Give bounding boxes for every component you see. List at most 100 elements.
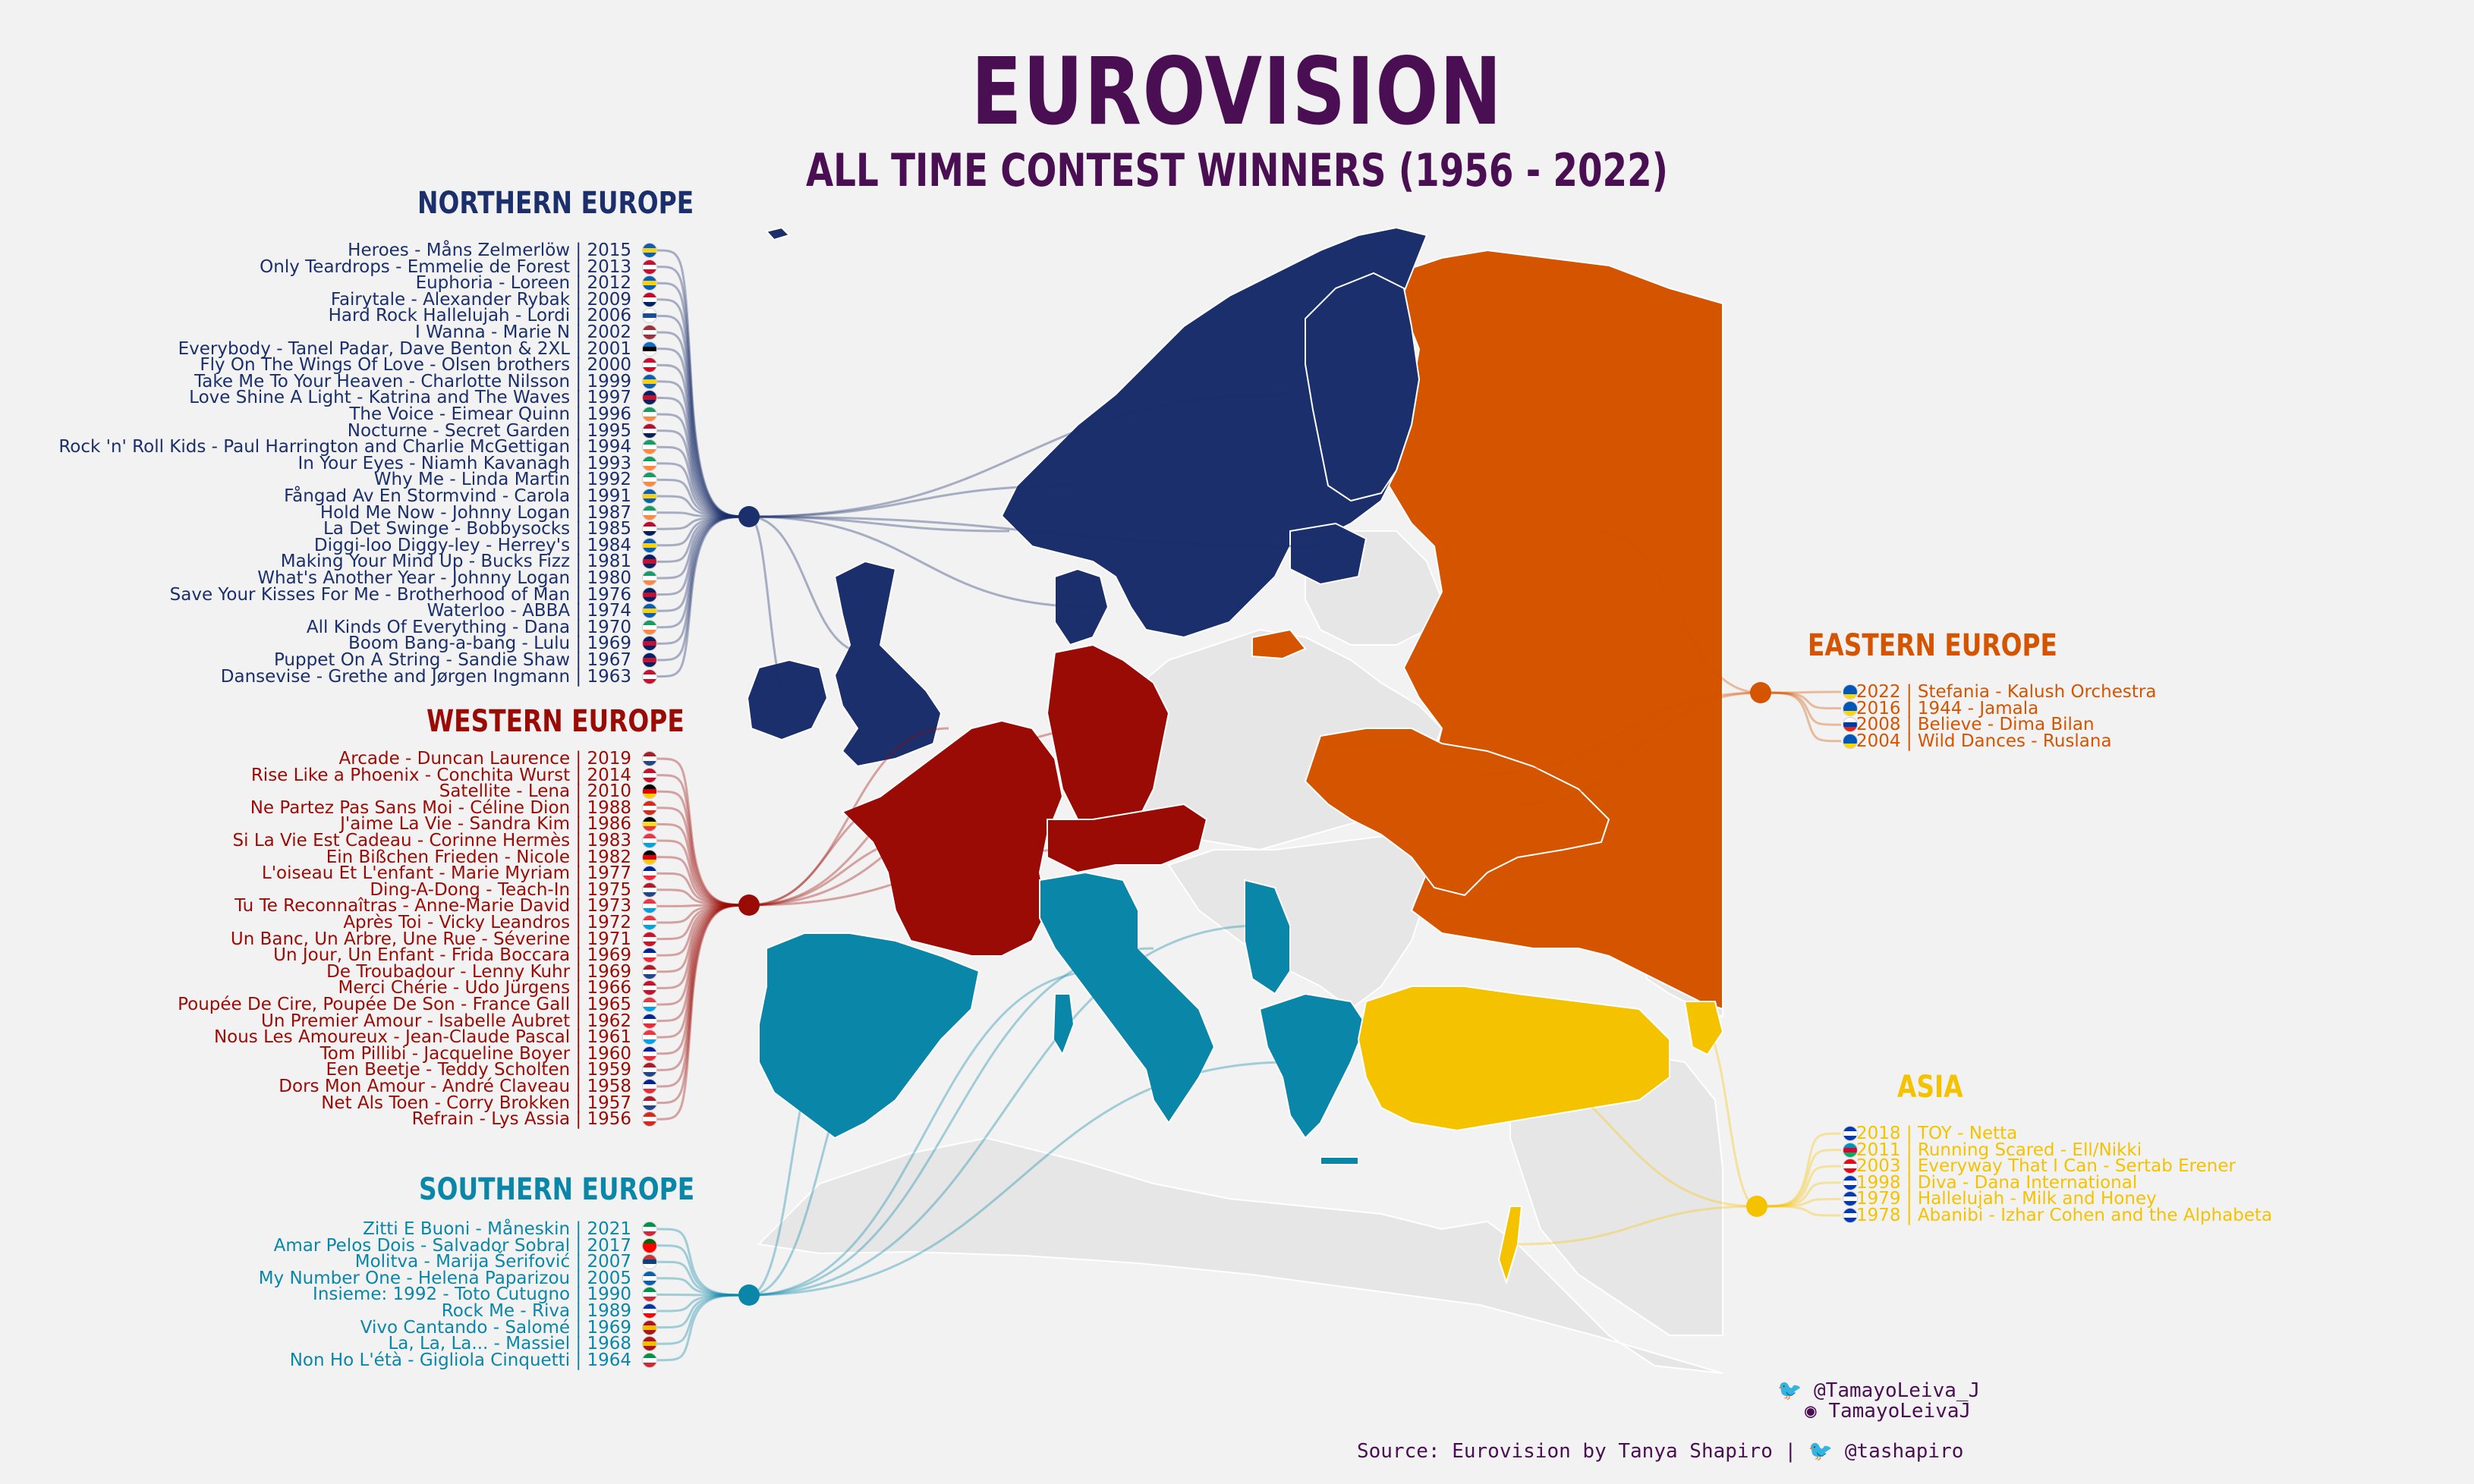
country-flag-icon <box>642 291 657 307</box>
map-eastern-europe <box>1251 249 1723 1011</box>
map-connector-line <box>1517 1205 1758 1246</box>
winner-label: Amar Pelos Dois - Salvador Sobral | 2017 <box>273 1235 631 1256</box>
connector-line <box>656 888 750 907</box>
map-connector-line <box>748 848 1078 907</box>
connector-line <box>656 515 750 547</box>
winner-label: 1979 | Hallelujah - Milk and Honey <box>1856 1189 2157 1209</box>
winner-label: My Number One - Helena Paparizou | 2005 <box>258 1268 631 1288</box>
connector-line <box>656 904 750 1105</box>
region-hub-dot <box>738 506 760 527</box>
region-hubs <box>738 506 1771 1306</box>
twitter-handle: @TamayoLeiva_J <box>1814 1379 1981 1402</box>
country-flag-icon <box>642 849 657 865</box>
greece-shape <box>1258 992 1368 1140</box>
austria-switz <box>1047 803 1208 874</box>
connector-line <box>656 904 750 924</box>
country-flag-icon <box>642 259 657 275</box>
winner-label: Only Teardrops - Emmelie de Forest | 201… <box>260 256 631 277</box>
country-flag-icon <box>642 537 657 553</box>
country-flag-icon <box>642 571 657 586</box>
country-flag-icon <box>1843 717 1858 733</box>
country-flag-icon <box>642 275 657 291</box>
winner-label: Dors Mon Amour - André Claveau | 1958 <box>279 1077 631 1096</box>
map-connector-line <box>748 970 1101 1297</box>
map-connector-line <box>748 727 1101 907</box>
map-connector-line <box>1471 1053 1758 1208</box>
region-hub-dot <box>1750 682 1771 703</box>
country-flag-icon <box>642 521 657 537</box>
region-heading-eastern: EASTERN EUROPE <box>1808 628 2057 663</box>
connector-line <box>656 1277 750 1297</box>
winner-label: Euphoria - Loreen | 2012 <box>415 273 631 294</box>
country-flag-icon <box>642 1030 657 1045</box>
country-flag-icon <box>642 243 657 258</box>
map-connector-line <box>748 1061 1291 1297</box>
winner-label: Fly On The Wings Of Love - Olsen brother… <box>200 355 631 376</box>
connector-line <box>656 904 750 1088</box>
connector-line <box>656 904 750 1071</box>
winner-label: Refrain - Lys Assia | 1956 <box>411 1109 631 1130</box>
connector-line <box>656 515 750 629</box>
connector-line <box>656 478 750 518</box>
country-flag-icon <box>642 1352 657 1368</box>
region-hub-dot <box>738 1284 760 1306</box>
country-flag-icon <box>642 1237 657 1253</box>
connector-line <box>656 1294 750 1345</box>
connector-line <box>656 904 750 957</box>
twitter-bird-icon: 🐦 <box>1808 1440 1845 1463</box>
source-text: Source: Eurovision by Tanya Shapiro | <box>1357 1440 1808 1463</box>
winner-label: Non Ho L'étà - Gigliola Cinquetti | 1964 <box>289 1350 631 1370</box>
winner-label: Making Your Mind Up - Bucks Fizz | 1981 <box>280 552 631 572</box>
source-handle[interactable]: @tashapiro <box>1844 1440 1964 1463</box>
country-flag-icon <box>642 308 657 324</box>
connector-line <box>656 904 750 1039</box>
country-flag-icon <box>1843 1208 1858 1223</box>
italy-shape <box>1039 871 1216 1124</box>
connector-line <box>656 757 750 907</box>
winner-label: All Kinds Of Everything - Dana | 1970 <box>306 617 631 637</box>
connector-line <box>656 298 750 518</box>
winner-label: J'aime La Vie - Sandra Kim | 1986 <box>340 814 631 835</box>
map-connector-line <box>1479 691 1761 775</box>
country-flag-icon <box>642 636 657 652</box>
credit-twitter[interactable]: 🐦 @TamayoLeiva_J <box>1777 1379 1980 1402</box>
france-shape <box>841 719 1064 957</box>
winner-label: Poupée De Cire, Poupée De Son - France G… <box>178 995 631 1014</box>
connector-line <box>1756 1205 1842 1217</box>
country-flag-icon <box>642 816 657 832</box>
country-flag-icon <box>642 472 657 488</box>
country-flag-icon <box>642 784 657 800</box>
map-connector-line <box>748 833 942 907</box>
map-connector-line <box>748 484 1078 518</box>
github-octocat-icon: ◉ <box>1805 1400 1817 1423</box>
country-flag-icon <box>642 833 657 848</box>
country-flag-icon <box>642 554 657 570</box>
winner-label: Merci Chérie - Udo Jürgens | 1966 <box>338 978 631 998</box>
credit-github[interactable]: ◉ TamayoLeivaJ <box>1805 1400 1971 1423</box>
connector-line <box>1760 691 1842 743</box>
country-flag-icon <box>642 1336 657 1352</box>
connector-line <box>656 380 750 518</box>
country-flag-icon <box>642 586 657 602</box>
connector-line <box>656 872 750 907</box>
germany-shape <box>1046 643 1170 828</box>
region-heading-asia: ASIA <box>1897 1070 1963 1105</box>
winner-label: Take Me To Your Heaven - Charlotte Nilss… <box>194 371 631 391</box>
twitter-bird-icon: 🐦 <box>1777 1379 1802 1402</box>
winner-label: L'oiseau Et L'enfant - Marie Myriam | 19… <box>261 863 631 884</box>
winner-label: Een Beetje - Teddy Scholten | 1959 <box>326 1060 631 1080</box>
finland-shape <box>1305 272 1421 502</box>
country-flag-icon <box>642 1319 657 1335</box>
connector-line <box>656 904 750 1023</box>
connector-line <box>1760 691 1842 726</box>
map-connector-line <box>748 515 1321 548</box>
connector-line <box>656 347 750 518</box>
winner-label: Rock Me - Riva | 1989 <box>441 1301 631 1321</box>
winner-label: Après Toi - Vicky Leandros | 1972 <box>343 913 631 932</box>
country-flag-icon <box>642 505 657 520</box>
connector-line <box>656 774 750 907</box>
github-handle: TamayoLeivaJ <box>1828 1400 1972 1423</box>
country-flag-icon <box>642 1111 657 1127</box>
winner-label: 2008 | Believe - Dima Bilan <box>1856 715 2095 735</box>
